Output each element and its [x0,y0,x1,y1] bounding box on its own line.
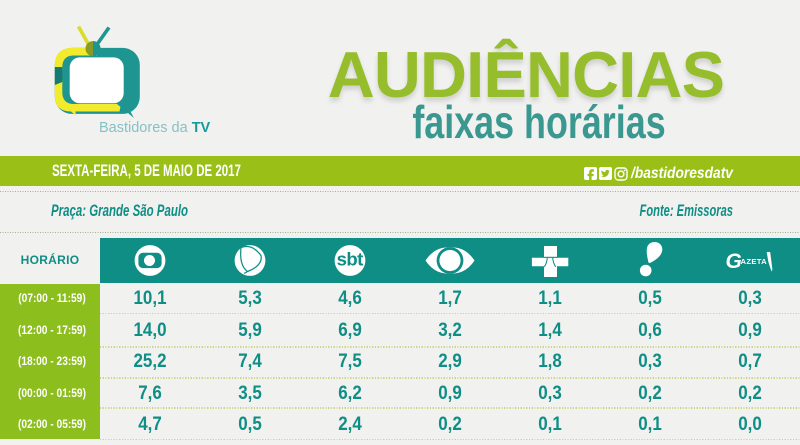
svg-text:G: G [726,250,742,273]
svg-text:AZETA: AZETA [741,257,768,266]
svg-text:sbt: sbt [337,248,364,269]
